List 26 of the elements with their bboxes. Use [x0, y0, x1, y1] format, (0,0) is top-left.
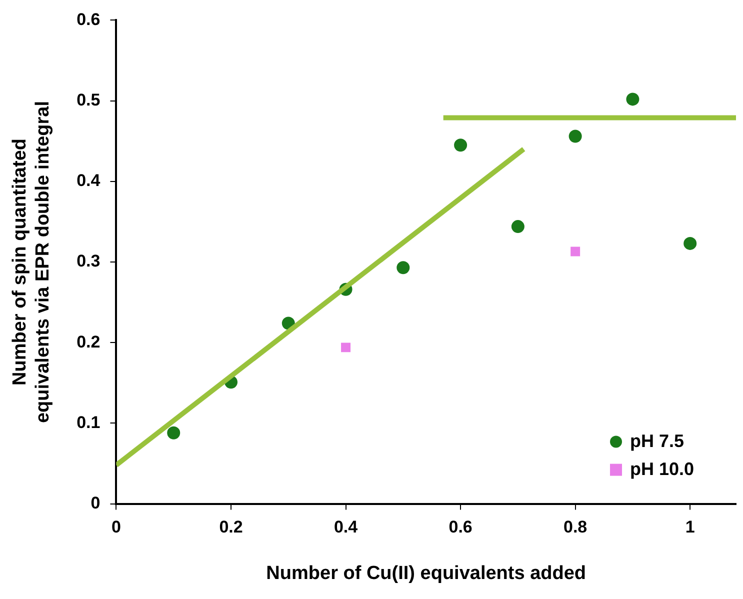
y-tick-label: 0.1 [76, 412, 100, 432]
y-tick-label: 0.5 [76, 90, 100, 110]
y-tick-label: 0.2 [76, 332, 100, 352]
point [396, 261, 410, 274]
legend-label: pH 7.5 [630, 430, 684, 451]
x-tick-label: 0.8 [564, 518, 588, 537]
x-axis-title: Number of Cu(II) equivalents added [266, 562, 586, 584]
point [341, 342, 351, 352]
x-tick-label: 0 [112, 518, 121, 537]
point [684, 236, 697, 250]
point [511, 220, 524, 234]
point [568, 130, 582, 143]
point [626, 92, 640, 106]
y-tick-label: 0.3 [76, 252, 100, 271]
x-tick-label: 0.4 [334, 518, 358, 537]
point [570, 246, 580, 256]
y-tick-label: 0 [90, 493, 100, 512]
y-tick-label: 0.4 [76, 171, 101, 190]
x-tick-label: 1 [685, 518, 695, 537]
y-axis-title: Number of spin quantitated equivalents via EPR double integral [10, 100, 54, 424]
x-tick-label: 0.2 [219, 518, 243, 537]
legend-label: pH 10.0 [630, 458, 694, 479]
point [167, 426, 180, 440]
y-tick-label: 0.6 [76, 10, 100, 29]
point [454, 138, 468, 152]
x-tick-label: 0.6 [448, 518, 472, 537]
